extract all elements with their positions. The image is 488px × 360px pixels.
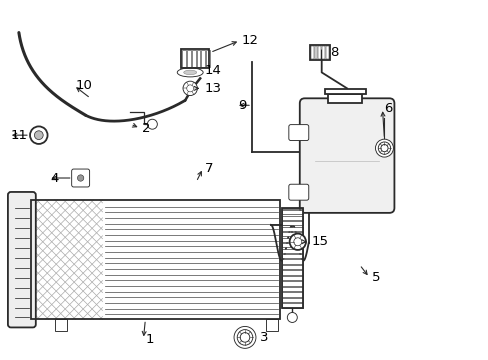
Bar — [201, 50, 205, 67]
Bar — [281, 238, 302, 242]
Circle shape — [30, 126, 47, 144]
FancyBboxPatch shape — [288, 184, 308, 200]
Ellipse shape — [177, 68, 203, 77]
Circle shape — [34, 131, 43, 140]
Bar — [31, 200, 102, 319]
Bar — [325, 45, 328, 59]
Text: 15: 15 — [311, 235, 328, 248]
Ellipse shape — [183, 70, 196, 75]
FancyBboxPatch shape — [299, 98, 394, 213]
Text: 14: 14 — [203, 64, 221, 77]
Circle shape — [378, 142, 390, 154]
Bar — [265, 319, 277, 332]
Bar — [281, 243, 302, 247]
Circle shape — [293, 238, 301, 246]
Bar — [281, 265, 302, 269]
Bar — [318, 45, 321, 59]
Bar — [322, 45, 324, 59]
Bar — [181, 49, 209, 68]
Text: 9: 9 — [238, 99, 246, 112]
Circle shape — [240, 333, 249, 342]
Bar — [206, 50, 209, 67]
Circle shape — [287, 312, 297, 323]
Circle shape — [237, 330, 252, 345]
Text: 10: 10 — [76, 79, 92, 92]
Bar — [281, 232, 302, 236]
Bar — [281, 292, 302, 297]
Bar — [31, 200, 279, 319]
Text: 13: 13 — [203, 82, 221, 95]
Bar — [310, 45, 313, 59]
Bar — [281, 298, 302, 302]
Bar — [281, 208, 302, 307]
FancyBboxPatch shape — [72, 169, 89, 187]
Text: 3: 3 — [260, 331, 268, 344]
Bar — [281, 221, 302, 225]
Circle shape — [77, 175, 83, 181]
FancyBboxPatch shape — [288, 125, 308, 140]
Text: 6: 6 — [384, 102, 392, 115]
Text: 4: 4 — [51, 171, 59, 185]
Bar — [281, 303, 302, 307]
Bar — [281, 287, 302, 291]
Bar — [55, 319, 66, 332]
Bar — [281, 216, 302, 220]
FancyBboxPatch shape — [8, 192, 36, 328]
Bar — [186, 50, 190, 67]
Bar — [281, 226, 302, 231]
Bar — [191, 50, 195, 67]
Bar — [281, 254, 302, 258]
Bar — [281, 208, 302, 209]
Text: 8: 8 — [329, 46, 337, 59]
Text: 12: 12 — [242, 34, 259, 47]
Text: 1: 1 — [145, 333, 154, 346]
Bar — [328, 94, 362, 103]
Circle shape — [375, 139, 393, 157]
Bar — [325, 89, 365, 94]
Bar — [182, 50, 185, 67]
Bar — [309, 45, 329, 60]
Bar — [281, 276, 302, 280]
Bar — [281, 270, 302, 275]
Text: 5: 5 — [371, 271, 379, 284]
Text: 2: 2 — [142, 122, 151, 135]
Circle shape — [289, 234, 305, 250]
Bar — [281, 260, 302, 264]
Bar — [196, 50, 200, 67]
Bar — [281, 248, 302, 253]
Bar — [281, 210, 302, 214]
Circle shape — [380, 144, 387, 152]
Circle shape — [183, 81, 197, 95]
Circle shape — [234, 327, 255, 348]
Bar — [314, 45, 317, 59]
Text: 11: 11 — [11, 129, 28, 142]
Bar — [281, 282, 302, 285]
Circle shape — [147, 119, 157, 129]
Circle shape — [186, 85, 193, 92]
Text: 7: 7 — [205, 162, 213, 175]
